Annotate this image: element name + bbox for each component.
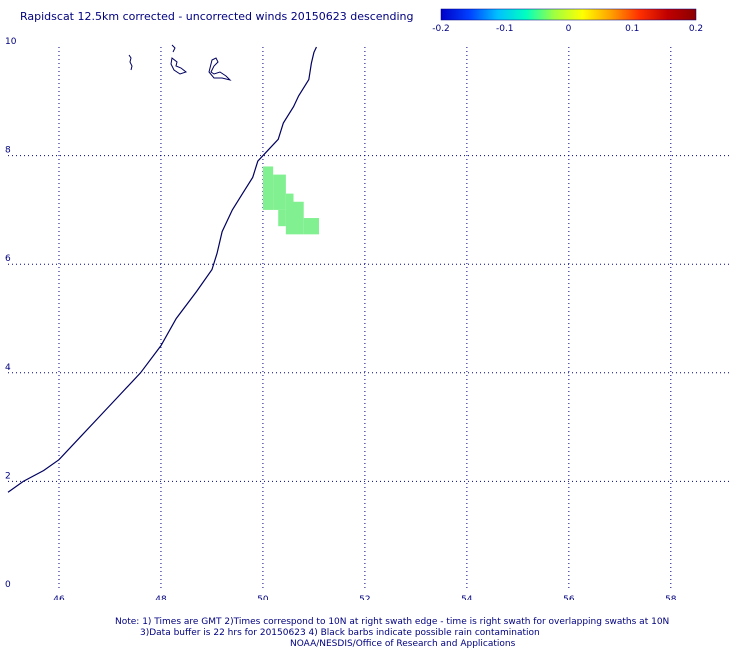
colorbar — [440, 8, 697, 21]
wind-difference-cell — [262, 166, 274, 210]
wind-difference-cell — [293, 201, 304, 235]
colorbar-tick-label: -0.1 — [496, 24, 514, 34]
island-1 — [128, 54, 133, 71]
island-2 — [170, 44, 188, 75]
colorbar-labels: -0.2 -0.1 0 0.1 0.2 — [432, 24, 703, 34]
x-tick-label: 46 — [53, 595, 65, 600]
colorbar-tick-label: 0.2 — [689, 24, 703, 34]
wind-difference-cell — [273, 174, 286, 210]
x-tick-label: 50 — [257, 595, 269, 600]
colorbar-tick-label: -0.2 — [432, 24, 450, 34]
wind-difference-cells — [262, 166, 320, 235]
y-tick-label: 2 — [5, 471, 11, 481]
colorbar-tick-label: 0 — [566, 24, 572, 34]
x-tick-label: 54 — [461, 595, 473, 600]
y-tick-label: 4 — [5, 363, 11, 373]
note-line-1: Note: 1) Times are GMT 2)Times correspon… — [115, 617, 670, 627]
y-tick-label: 6 — [5, 254, 11, 264]
x-axis-ticks: 46 48 50 52 54 56 58 — [53, 595, 677, 600]
x-tick-label: 58 — [665, 595, 677, 600]
note-line-3: NOAA/NESDIS/Office of Research and Appli… — [290, 639, 516, 649]
islands — [128, 44, 232, 81]
y-tick-label: 0 — [5, 580, 11, 590]
wind-difference-cell — [285, 193, 294, 235]
wind-difference-cell — [278, 209, 286, 227]
y-tick-label: 10 — [5, 37, 17, 47]
page-title: Rapidscat 12.5km corrected - uncorrected… — [20, 10, 414, 23]
colorbar-tick-label: 0.1 — [625, 24, 639, 34]
island-3 — [208, 57, 232, 81]
x-tick-label: 56 — [563, 595, 575, 600]
coastline — [7, 46, 318, 493]
grid-lines — [8, 47, 732, 590]
y-tick-label: 8 — [5, 146, 11, 156]
wind-difference-cell — [303, 218, 320, 235]
note-line-2: 3)Data buffer is 22 hrs for 20150623 4) … — [140, 628, 540, 638]
y-axis-ticks: 0 2 4 6 8 10 — [5, 37, 17, 590]
x-tick-label: 52 — [359, 595, 370, 600]
x-tick-label: 48 — [155, 595, 167, 600]
